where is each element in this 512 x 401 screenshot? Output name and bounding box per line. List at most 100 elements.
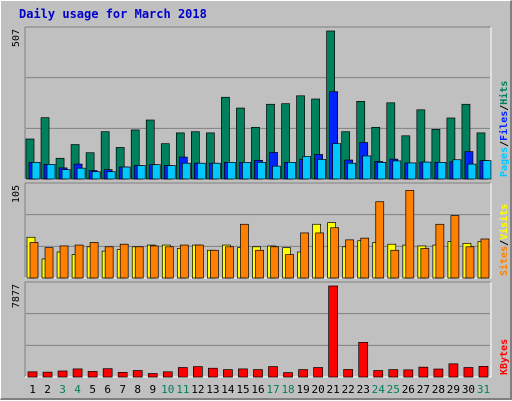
bar-pages-15 bbox=[242, 162, 251, 180]
bar-kbytes-3 bbox=[57, 370, 68, 378]
x-tick-label-25: 25 bbox=[387, 383, 400, 396]
x-tick-label-3: 3 bbox=[59, 383, 66, 396]
bar-pages-20 bbox=[317, 159, 326, 180]
x-tick-label-14: 14 bbox=[221, 383, 235, 396]
bar-pages-29 bbox=[452, 159, 462, 180]
x-tick-label-15: 15 bbox=[236, 383, 249, 396]
legend-1: Sites/Visits bbox=[498, 204, 510, 276]
bar-kbytes-17 bbox=[268, 366, 278, 378]
bar-kbytes-8 bbox=[132, 370, 143, 378]
bar-sites-12 bbox=[195, 244, 204, 279]
bar-kbytes-5 bbox=[87, 371, 98, 378]
legend-0: Pages/Files/Hits bbox=[498, 81, 510, 177]
bar-pages-5 bbox=[91, 171, 101, 180]
x-tick-label-8: 8 bbox=[134, 383, 141, 396]
x-tick-label-17: 17 bbox=[266, 383, 279, 396]
legend-item-kbytes: KBytes bbox=[499, 339, 510, 375]
x-tick-label-24: 24 bbox=[372, 383, 386, 396]
bar-kbytes-21 bbox=[328, 285, 338, 378]
bar-sites-3 bbox=[59, 245, 69, 279]
bar-pages-14 bbox=[227, 162, 236, 180]
y-max-label-0: 507 bbox=[11, 29, 22, 47]
bar-sites-10 bbox=[164, 246, 174, 279]
bar-sites-29 bbox=[450, 215, 460, 279]
bar-kbytes-19 bbox=[298, 369, 308, 378]
x-tick-label-12: 12 bbox=[191, 383, 204, 396]
x-tick-label-19: 19 bbox=[296, 383, 309, 396]
bar-pages-27 bbox=[422, 161, 432, 180]
x-tick-label-11: 11 bbox=[176, 383, 189, 396]
x-tick-label-22: 22 bbox=[342, 383, 355, 396]
bar-sites-2 bbox=[44, 247, 54, 279]
legend-separator: / bbox=[499, 240, 510, 246]
bar-sites-21 bbox=[330, 227, 339, 279]
x-tick-label-23: 23 bbox=[357, 383, 370, 396]
bar-pages-10 bbox=[166, 165, 176, 180]
x-tick-label-6: 6 bbox=[104, 383, 111, 396]
bar-pages-13 bbox=[212, 162, 221, 180]
bar-kbytes-18 bbox=[283, 372, 293, 378]
x-tick-label-16: 16 bbox=[251, 383, 264, 396]
bar-sites-17 bbox=[270, 246, 279, 279]
bar-sites-25 bbox=[390, 249, 400, 279]
bar-sites-4 bbox=[74, 244, 84, 279]
bar-sites-14 bbox=[225, 246, 234, 279]
x-tick-label-13: 13 bbox=[206, 383, 219, 396]
bar-sites-27 bbox=[420, 248, 430, 279]
bar-pages-18 bbox=[287, 162, 296, 180]
bar-kbytes-10 bbox=[162, 371, 173, 378]
bar-sites-15 bbox=[240, 223, 249, 279]
bar-kbytes-29 bbox=[448, 363, 459, 378]
bar-pages-7 bbox=[121, 166, 131, 180]
bar-sites-11 bbox=[179, 244, 189, 279]
bar-pages-12 bbox=[197, 162, 206, 180]
bar-kbytes-11 bbox=[177, 367, 188, 378]
bar-pages-4 bbox=[76, 167, 86, 180]
bar-kbytes-26 bbox=[403, 369, 414, 378]
bar-pages-6 bbox=[106, 171, 116, 180]
y-max-label-1: 105 bbox=[11, 185, 22, 203]
bar-sites-8 bbox=[134, 246, 144, 279]
bar-pages-26 bbox=[407, 162, 417, 180]
bar-pages-25 bbox=[392, 160, 402, 180]
legend-item-files: Files bbox=[498, 111, 510, 141]
bar-sites-20 bbox=[315, 232, 324, 279]
bar-sites-31 bbox=[480, 238, 490, 279]
bar-sites-23 bbox=[360, 237, 370, 279]
bar-pages-30 bbox=[467, 163, 477, 180]
bar-pages-11 bbox=[181, 162, 191, 180]
bar-kbytes-28 bbox=[433, 368, 444, 378]
bar-sites-16 bbox=[255, 249, 264, 279]
x-tick-label-29: 29 bbox=[447, 383, 460, 396]
x-tick-label-30: 30 bbox=[462, 383, 475, 396]
legend-item-hits: Hits bbox=[498, 81, 510, 105]
bar-pages-23 bbox=[362, 155, 372, 180]
bar-kbytes-2 bbox=[42, 371, 53, 378]
bar-kbytes-20 bbox=[313, 367, 323, 378]
bar-pages-8 bbox=[136, 165, 146, 180]
legend-item-visits: Visits bbox=[498, 204, 510, 240]
bar-pages-22 bbox=[347, 162, 357, 180]
bar-kbytes-27 bbox=[418, 366, 429, 378]
chart-title: Daily usage for March 2018 bbox=[19, 7, 207, 21]
bar-kbytes-4 bbox=[72, 368, 83, 378]
bar-kbytes-25 bbox=[388, 369, 399, 378]
legend-separator: / bbox=[499, 141, 510, 147]
bar-sites-24 bbox=[375, 201, 385, 279]
x-tick-label-20: 20 bbox=[312, 383, 325, 396]
x-tick-label-27: 27 bbox=[417, 383, 430, 396]
x-tick-label-18: 18 bbox=[281, 383, 294, 396]
bar-kbytes-31 bbox=[478, 366, 489, 378]
bar-kbytes-16 bbox=[253, 369, 263, 378]
bar-pages-3 bbox=[61, 169, 71, 180]
x-tick-label-5: 5 bbox=[89, 383, 96, 396]
bar-sites-19 bbox=[300, 232, 309, 279]
bar-kbytes-23 bbox=[358, 341, 369, 378]
bar-sites-1 bbox=[29, 242, 39, 279]
bar-sites-26 bbox=[405, 190, 415, 279]
x-tick-label-26: 26 bbox=[402, 383, 415, 396]
bar-kbytes-9 bbox=[147, 373, 158, 378]
bar-pages-2 bbox=[46, 164, 56, 180]
x-tick-label-28: 28 bbox=[432, 383, 445, 396]
